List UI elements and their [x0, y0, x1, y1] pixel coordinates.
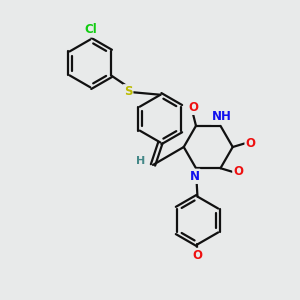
Text: O: O	[188, 101, 198, 114]
Text: O: O	[193, 249, 202, 262]
Text: O: O	[233, 165, 243, 178]
Text: Cl: Cl	[84, 23, 97, 37]
Text: NH: NH	[212, 110, 232, 123]
Text: H: H	[136, 156, 145, 166]
Text: O: O	[246, 137, 256, 150]
Text: N: N	[190, 170, 200, 183]
Text: S: S	[124, 85, 132, 98]
